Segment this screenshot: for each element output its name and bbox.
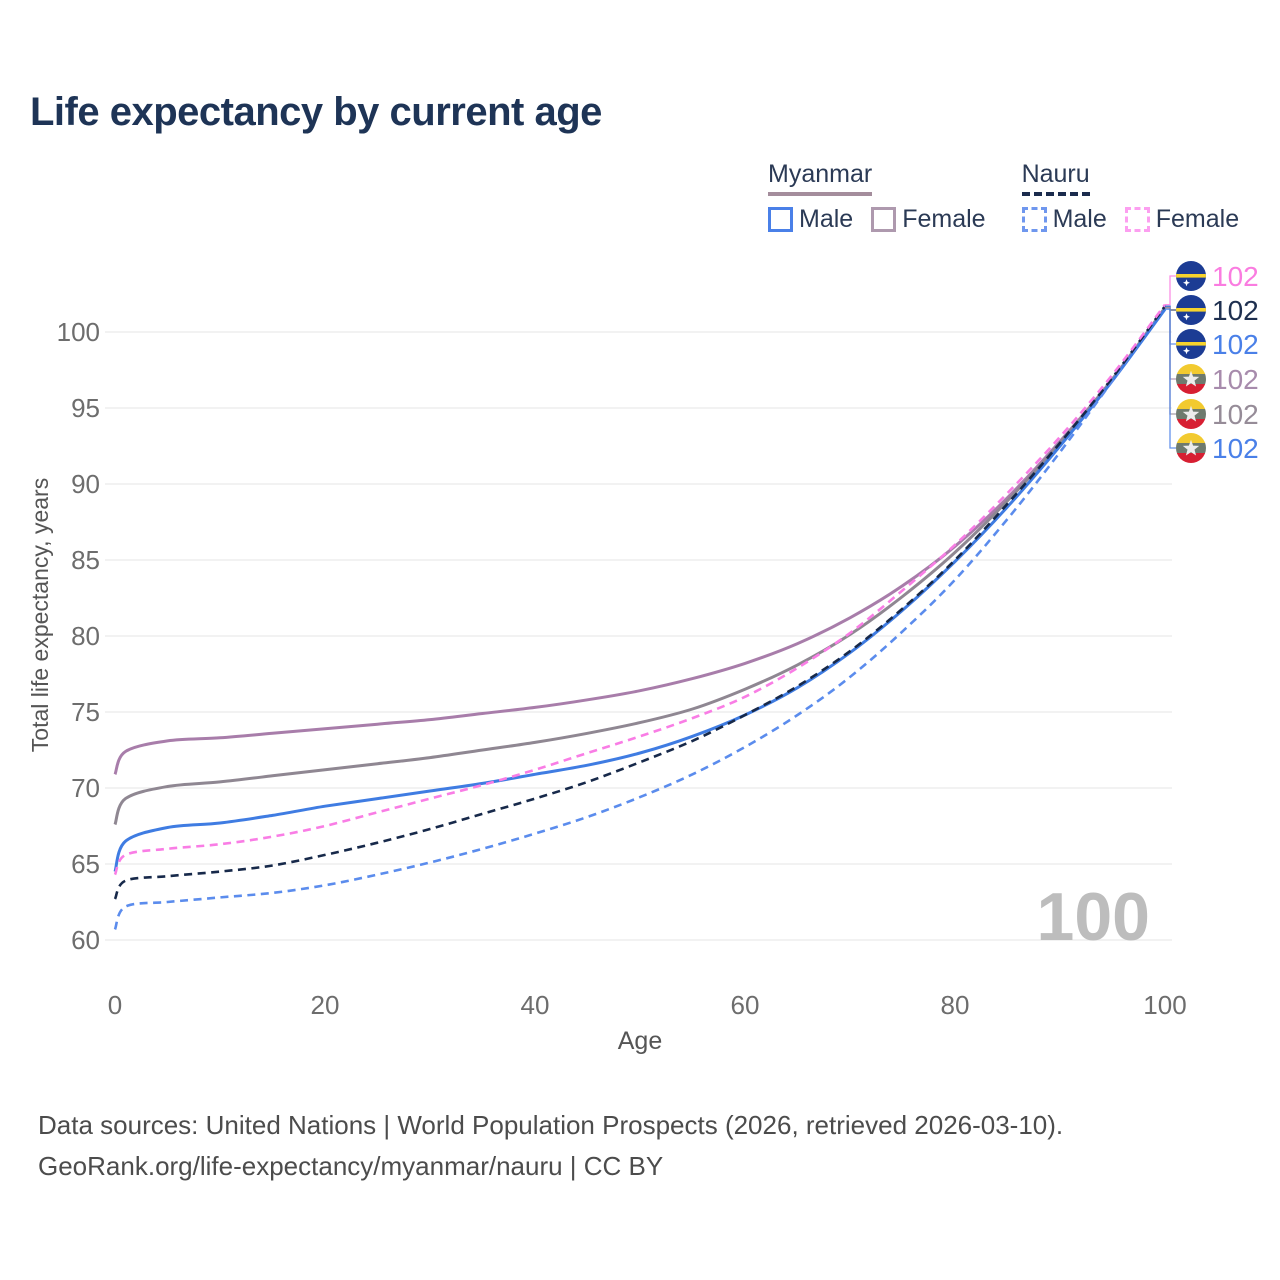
- myanmar-flag-icon: [1176, 364, 1206, 394]
- legend-country-nauru: Nauru: [1021, 160, 1090, 196]
- y-tick-label: 95: [71, 393, 100, 423]
- legend-label: Female: [1155, 205, 1240, 233]
- x-tick-label: 40: [521, 990, 550, 1020]
- nauru-flag-icon: [1176, 295, 1206, 325]
- end-value-label: 102: [1212, 261, 1259, 292]
- series-line-nauru-male: [113, 305, 1167, 930]
- x-axis-title: Age: [618, 1027, 662, 1055]
- nauru-male-swatch-icon: [1021, 207, 1047, 232]
- y-tick-label: 85: [71, 545, 100, 575]
- y-tick-label: 60: [71, 925, 100, 955]
- y-axis-title: Total life expectancy, years: [27, 478, 53, 752]
- leader-line: [1165, 308, 1176, 449]
- y-tick-label: 70: [71, 773, 100, 803]
- legend-group-myanmar: Myanmar Male Female: [768, 160, 986, 234]
- legend-label: Male: [799, 205, 854, 233]
- page-title: Life expectancy by current age: [30, 90, 602, 134]
- end-value-label: 102: [1212, 329, 1259, 360]
- end-value-label: 102: [1212, 399, 1259, 430]
- end-value-label: 102: [1212, 433, 1259, 464]
- nauru-female-swatch-icon: [1124, 207, 1150, 232]
- legend-country-myanmar: Myanmar: [768, 160, 873, 196]
- myanmar-flag-icon: [1176, 399, 1206, 429]
- legend-item-nauru-female[interactable]: Female: [1124, 205, 1240, 234]
- x-tick-label: 100: [1143, 990, 1186, 1020]
- series-line-nauru-both-sexes: [113, 305, 1167, 900]
- series-line-nauru-female: [113, 303, 1167, 876]
- nauru-flag-icon: [1176, 329, 1206, 359]
- age-watermark-text: 100: [1037, 879, 1150, 955]
- footer-sources: Data sources: United Nations | World Pop…: [38, 1110, 1064, 1140]
- legend-label: Female: [902, 205, 986, 233]
- y-tick-label: 100: [57, 317, 100, 347]
- legend-label: Male: [1052, 205, 1107, 233]
- gridlines: [105, 331, 1172, 941]
- x-tick-label: 60: [731, 990, 760, 1020]
- footer: Data sources: United Nations | World Pop…: [38, 1105, 1063, 1187]
- legend: Myanmar Male Female Nauru Male: [768, 160, 1239, 234]
- y-tick-label: 75: [71, 697, 100, 727]
- series-line-myanmar-female: [113, 306, 1167, 775]
- legend-group-nauru: Nauru Male Female: [1021, 160, 1240, 234]
- myanmar-flag-icon: [1176, 433, 1206, 463]
- axis-labels: 60 65 70 75 80 85 90 95 100 0 20 40 60 80 100 Age Total …: [27, 317, 1187, 1055]
- nauru-flag-icon: [1176, 261, 1206, 291]
- legend-item-myanmar-male[interactable]: Male: [768, 205, 853, 234]
- end-value-label: 102: [1212, 295, 1259, 326]
- y-tick-label: 80: [71, 621, 100, 651]
- x-tick-label: 80: [941, 990, 970, 1020]
- series-line-myanmar-male: [113, 308, 1167, 873]
- myanmar-female-swatch-icon: [871, 207, 897, 232]
- footer-attribution: GeoRank.org/life-expectancy/myanmar/naur…: [38, 1151, 664, 1181]
- series-line-myanmar-both-sexes: [113, 306, 1167, 826]
- leader-lines: [1165, 275, 1176, 449]
- myanmar-male-swatch-icon: [768, 207, 793, 232]
- y-tick-label: 65: [71, 849, 100, 879]
- age-watermark: 100: [1037, 879, 1150, 955]
- legend-item-nauru-male[interactable]: Male: [1021, 205, 1107, 234]
- leader-line: [1165, 275, 1176, 306]
- y-tick-label: 90: [71, 469, 100, 499]
- legend-item-myanmar-female[interactable]: Female: [871, 205, 986, 234]
- series-lines: [113, 303, 1167, 930]
- x-tick-label: 20: [311, 990, 340, 1020]
- x-tick-label: 0: [108, 990, 122, 1020]
- end-value-label: 102: [1212, 364, 1259, 395]
